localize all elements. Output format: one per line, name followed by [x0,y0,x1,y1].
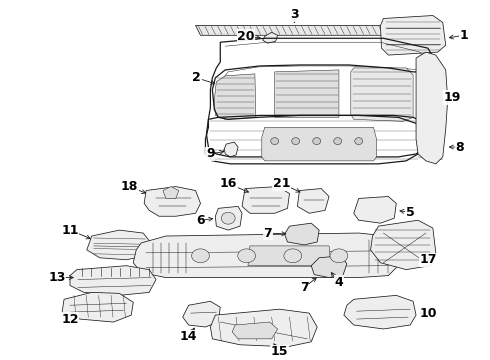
Polygon shape [351,68,413,121]
Polygon shape [70,266,156,295]
Text: 7: 7 [300,281,309,294]
Ellipse shape [284,249,302,263]
Text: 20: 20 [237,30,255,43]
Ellipse shape [365,203,382,217]
Ellipse shape [355,138,363,145]
Polygon shape [242,186,290,213]
Polygon shape [224,142,238,157]
Polygon shape [133,233,396,278]
Ellipse shape [292,138,299,145]
Text: 9: 9 [206,148,215,161]
Ellipse shape [330,249,348,263]
Text: 6: 6 [196,214,205,227]
Text: 12: 12 [61,312,79,325]
Text: 7: 7 [263,226,272,239]
Polygon shape [183,301,220,327]
Polygon shape [215,206,242,230]
Ellipse shape [270,138,279,145]
Ellipse shape [221,212,235,224]
Polygon shape [275,70,339,117]
Polygon shape [263,32,278,43]
Polygon shape [428,83,445,102]
Text: 16: 16 [220,177,237,190]
Polygon shape [285,223,319,245]
Ellipse shape [313,138,320,145]
Polygon shape [62,292,133,322]
Ellipse shape [192,249,209,263]
Polygon shape [210,309,317,347]
Text: 15: 15 [271,345,288,358]
Text: 3: 3 [290,8,299,21]
Polygon shape [144,186,200,216]
Text: 1: 1 [459,29,468,42]
Polygon shape [262,127,376,161]
Ellipse shape [238,249,256,263]
Text: 17: 17 [419,253,437,266]
Polygon shape [232,322,278,339]
Text: 19: 19 [444,91,461,104]
Polygon shape [163,186,179,198]
Polygon shape [297,189,329,213]
Polygon shape [370,220,436,270]
Text: 21: 21 [273,177,291,190]
Text: 8: 8 [455,140,464,153]
Text: 10: 10 [419,307,437,320]
Polygon shape [87,230,151,260]
Text: 4: 4 [335,276,343,289]
Polygon shape [248,246,331,266]
Text: 13: 13 [49,271,66,284]
Polygon shape [344,295,416,329]
Polygon shape [416,52,448,164]
Ellipse shape [334,138,342,145]
Text: 2: 2 [192,71,201,84]
Text: 11: 11 [61,224,79,237]
Polygon shape [196,26,389,35]
Text: 18: 18 [121,180,138,193]
Text: 14: 14 [180,330,197,343]
Polygon shape [380,15,446,55]
Polygon shape [354,197,396,223]
Text: 5: 5 [406,206,415,219]
Polygon shape [311,256,347,278]
Polygon shape [214,74,256,120]
